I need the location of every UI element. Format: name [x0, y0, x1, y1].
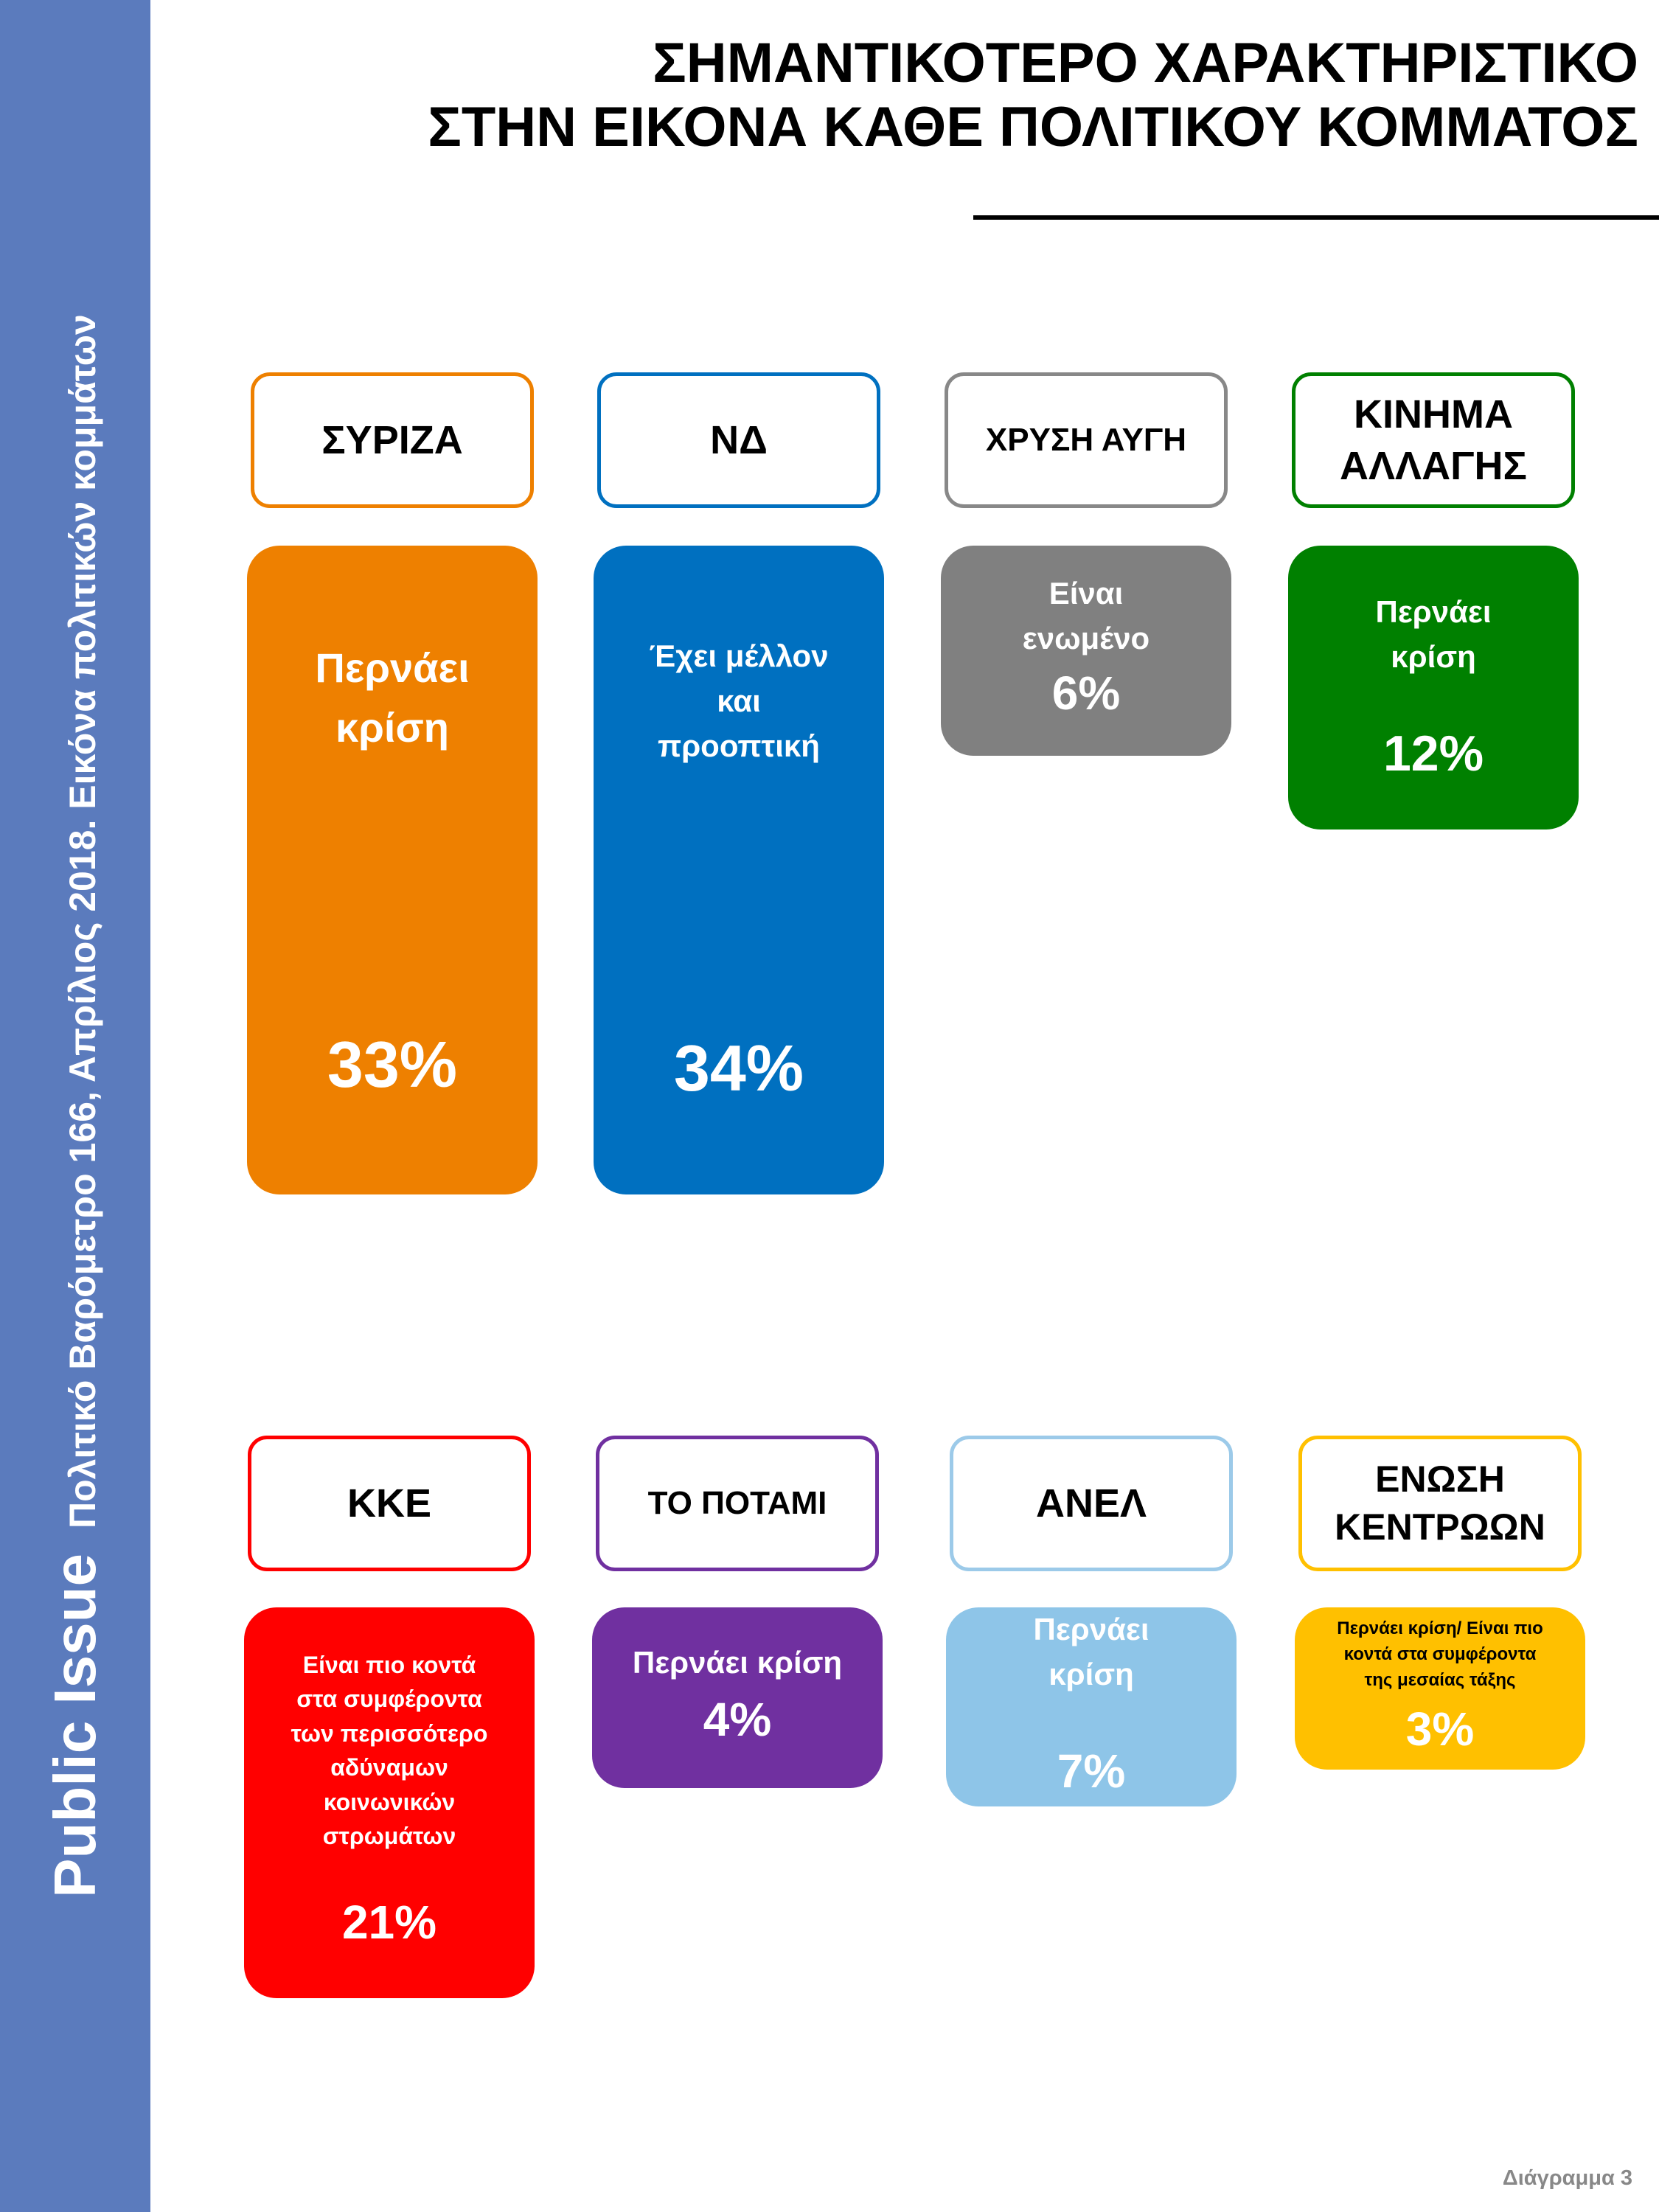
chart-title-line-2: ΣΤΗΝ ΕΙΚΟΝΑ ΚΑΘΕ ΠΟΛΙΤΙΚΟΥ ΚΟΜΜΑΤΟΣ	[428, 96, 1638, 159]
bar-characteristic-label: Περνάει κρίση/ Είναι πιο κοντά στα συμφέ…	[1337, 1618, 1543, 1690]
brand-name: Public Issue	[42, 1553, 108, 1898]
bar-characteristic-label: Έχει μέλλον και προοπτική	[649, 639, 829, 763]
bar-characteristic-label: Περνάει κρίση	[1375, 594, 1492, 674]
party-label-box: ΣΥΡΙΖΑ	[251, 372, 534, 508]
party-label-box: ΕΝΩΣΗ ΚΕΝΤΡΩΩΝ	[1298, 1436, 1582, 1571]
chart-bar: Έχει μέλλον και προοπτική 34%	[594, 546, 884, 1194]
bar-characteristic-label: Είναι ενωμένο	[1022, 576, 1150, 655]
bar-value-label: 21%	[341, 1896, 437, 1949]
bar-value-label: 33%	[327, 1028, 458, 1101]
sidebar: Public Issue Πολιτικό Βαρόμετρο 166, Απρί…	[0, 0, 150, 2212]
party-label: ΧΡΥΣΗ ΑΥΓΗ	[985, 422, 1187, 459]
party-label: ΕΝΩΣΗ ΚΕΝΤΡΩΩΝ	[1335, 1458, 1545, 1548]
chart-bar: Περνάει κρίση/ Είναι πιο κοντά στα συμφέ…	[1295, 1607, 1585, 1770]
party-label-box: ΚΙΝΗΜΑ ΑΛΛΑΓΗΣ	[1292, 372, 1575, 508]
chart-bar: Είναι ενωμένο 6%	[941, 546, 1231, 756]
bar-value-label: 34%	[673, 1032, 804, 1105]
bar-value-label: 7%	[1057, 1745, 1126, 1798]
bar-value-label: 12%	[1382, 726, 1484, 782]
bar-characteristic-label: Είναι πιο κοντά στα συμφέροντα των περισ…	[291, 1652, 488, 1849]
party-label: ΚΚΕ	[347, 1481, 431, 1526]
party-label: ΣΥΡΙΖΑ	[321, 417, 463, 462]
party-label: ΤΟ ΠΟΤΑΜΙ	[647, 1485, 827, 1522]
party-label-box: ΚΚΕ	[248, 1436, 531, 1571]
bar-characteristic-label: Περνάει κρίση	[1033, 1612, 1150, 1691]
survey-subtitle: Πολιτικό Βαρόμετρο 166, Απρίλιος 2018. Ε…	[62, 314, 103, 1528]
chart-bar: Περνάει κρίση 7%	[946, 1607, 1237, 1806]
title-underline	[973, 215, 1659, 220]
party-label-box: ΑΝΕΛ	[950, 1436, 1233, 1571]
party-label: ΝΔ	[710, 417, 768, 462]
chart-title-line-1: ΣΗΜΑΝΤΙΚΟΤΕΡΟ ΧΑΡΑΚΤΗΡΙΣΤΙΚΟ	[653, 32, 1638, 94]
chart-bar: Περνάει κρίση 33%	[247, 546, 538, 1194]
sidebar-text: Public Issue Πολιτικό Βαρόμετρο 166, Απρί…	[41, 314, 109, 1898]
party-label: ΚΙΝΗΜΑ ΑΛΛΑΓΗΣ	[1340, 392, 1527, 488]
party-label-box: ΝΔ	[597, 372, 880, 508]
party-label-box: ΤΟ ΠΟΤΑΜΙ	[596, 1436, 879, 1571]
chart-title: ΣΗΜΑΝΤΙΚΟΤΕΡΟ ΧΑΡΑΚΤΗΡΙΣΤΙΚΟ ΣΤΗΝ ΕΙΚΟΝΑ …	[428, 31, 1638, 160]
party-label-box: ΧΡΥΣΗ ΑΥΓΗ	[945, 372, 1228, 508]
diagram-caption: Διάγραμμα 3	[1502, 2166, 1632, 2190]
bar-characteristic-label: Περνάει κρίση	[315, 644, 470, 751]
bar-characteristic-label: Περνάει κρίση	[632, 1645, 843, 1680]
bar-value-label: 4%	[703, 1693, 772, 1746]
party-label: ΑΝΕΛ	[1035, 1481, 1147, 1526]
bar-value-label: 3%	[1405, 1703, 1475, 1756]
chart-bar: Περνάει κρίση 4%	[592, 1607, 883, 1788]
chart-bar: Είναι πιο κοντά στα συμφέροντα των περισ…	[244, 1607, 535, 1998]
bar-value-label: 6%	[1051, 667, 1121, 720]
chart-bar: Περνάει κρίση 12%	[1288, 546, 1579, 830]
